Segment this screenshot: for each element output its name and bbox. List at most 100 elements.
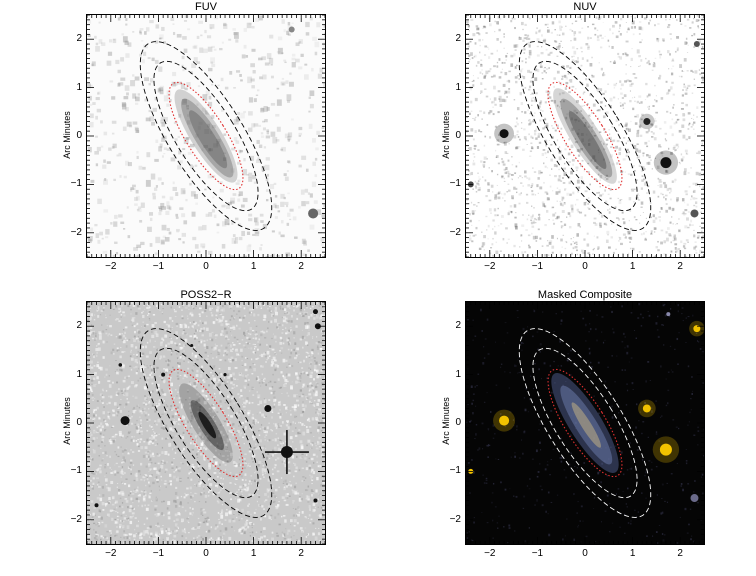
nuv-source-right xyxy=(690,209,699,218)
x-tick-label: −2 xyxy=(484,261,496,272)
y-tick-label: −2 xyxy=(70,513,82,525)
x-tick-label: 2 xyxy=(298,548,304,559)
x-tick-label: 0 xyxy=(203,261,209,272)
outer-ellipse-outer xyxy=(139,328,273,518)
outer-ellipse-outer xyxy=(518,328,652,518)
fuv-source-top xyxy=(288,26,295,33)
y-tick-label: 0 xyxy=(76,417,82,428)
aperture-ellipses xyxy=(139,328,273,518)
outer-ellipse-outer xyxy=(139,41,273,231)
panel-title-poss2-r: POSS2−R xyxy=(180,289,232,301)
image-canvas-nuv xyxy=(466,15,704,257)
y-tick-label: 2 xyxy=(76,320,82,332)
panel-title-masked-composite: Masked Composite xyxy=(537,289,633,301)
galaxy xyxy=(551,373,619,473)
x-tick-label: −1 xyxy=(531,548,544,559)
axis-ticks xyxy=(87,15,325,257)
optical-star-6 xyxy=(313,498,318,503)
aperture-ellipses xyxy=(518,328,652,518)
optical-star-3 xyxy=(312,309,318,315)
y-tick-label: −2 xyxy=(449,226,461,238)
panel-title-nuv: NUV xyxy=(573,1,597,13)
y-tick-label: 2 xyxy=(76,33,82,45)
axis-ticks xyxy=(466,302,704,544)
background-noise xyxy=(466,303,704,544)
galaxy xyxy=(553,88,617,184)
optical-bright-star xyxy=(264,430,309,475)
inner-ellipse xyxy=(168,81,244,191)
x-tick-label: 2 xyxy=(677,261,683,272)
x-tick-label: −2 xyxy=(484,548,496,559)
image-canvas-fuv xyxy=(87,15,325,257)
x-tick-label: −2 xyxy=(105,548,117,559)
x-tick-label: 0 xyxy=(582,548,588,559)
x-tick-label: −1 xyxy=(531,261,544,272)
axis-ticks xyxy=(466,15,704,257)
optical-star-7 xyxy=(118,363,123,367)
y-tick-label: 1 xyxy=(455,81,461,93)
optical-star-2 xyxy=(314,323,321,330)
aperture-ellipses xyxy=(139,41,273,231)
image-masked-composite xyxy=(465,301,705,545)
outer-ellipse-inner xyxy=(532,60,638,212)
image-fuv xyxy=(86,14,326,258)
composite-star-right xyxy=(659,443,672,456)
optical-star-1 xyxy=(264,404,272,412)
y-tick-label: 0 xyxy=(455,130,461,141)
outer-ellipse-outer xyxy=(518,41,652,231)
inner-ellipse xyxy=(547,81,623,191)
x-tick-label: 1 xyxy=(250,548,257,559)
y-tick-label: 1 xyxy=(76,368,82,380)
y-tick-label: 1 xyxy=(76,81,82,93)
y-tick-label: −1 xyxy=(449,178,461,190)
inner-ellipse xyxy=(168,368,244,478)
optical-star-0 xyxy=(120,416,130,426)
y-tick-label: 2 xyxy=(455,320,461,332)
y-tick-label: −1 xyxy=(70,465,82,477)
optical-star-8 xyxy=(223,373,227,377)
y-tick-label: 0 xyxy=(455,417,461,428)
x-tick-label: 1 xyxy=(629,261,636,272)
x-tick-label: 1 xyxy=(629,548,636,559)
y-tick-label: −2 xyxy=(70,226,82,238)
fuv-background xyxy=(87,15,325,257)
x-tick-label: 0 xyxy=(582,261,588,272)
inner-ellipse xyxy=(547,368,623,478)
composite-star-left xyxy=(499,415,510,426)
background-noise xyxy=(87,302,325,544)
nuv-source-top xyxy=(693,41,700,48)
x-tick-label: −1 xyxy=(152,261,165,272)
x-tick-label: 0 xyxy=(203,548,209,559)
aperture-ellipses xyxy=(518,41,652,231)
galaxy xyxy=(174,89,238,183)
background-noise xyxy=(466,15,704,257)
optical-star-4 xyxy=(161,372,166,377)
y-tick-label: 1 xyxy=(455,368,461,380)
fuv-source-right xyxy=(308,208,319,219)
outer-ellipse-inner xyxy=(153,347,259,499)
x-tick-label: −2 xyxy=(105,261,117,272)
nuv-star-right xyxy=(660,157,672,169)
nuv-star-left xyxy=(499,129,509,139)
image-canvas-masked-composite xyxy=(466,302,704,544)
x-tick-label: 1 xyxy=(250,261,257,272)
image-poss2-r xyxy=(86,301,326,545)
outer-ellipse-inner xyxy=(532,347,638,499)
panel-title-fuv: FUV xyxy=(195,1,217,13)
galaxy xyxy=(179,383,233,463)
x-tick-label: −1 xyxy=(152,548,165,559)
optical-star-5 xyxy=(94,503,99,508)
nuv-star-mid xyxy=(643,117,651,125)
x-tick-label: 2 xyxy=(677,548,683,559)
x-tick-label: 2 xyxy=(298,261,304,272)
image-canvas-poss2-r xyxy=(87,302,325,544)
composite-source-right xyxy=(690,494,699,503)
y-tick-label: 0 xyxy=(76,130,82,141)
y-tick-label: −2 xyxy=(449,513,461,525)
composite-source-top xyxy=(666,312,671,317)
image-nuv xyxy=(465,14,705,258)
y-tick-label: −1 xyxy=(70,178,82,190)
y-tick-label: 2 xyxy=(455,33,461,45)
y-tick-label: −1 xyxy=(449,465,461,477)
axis-ticks xyxy=(87,302,325,544)
